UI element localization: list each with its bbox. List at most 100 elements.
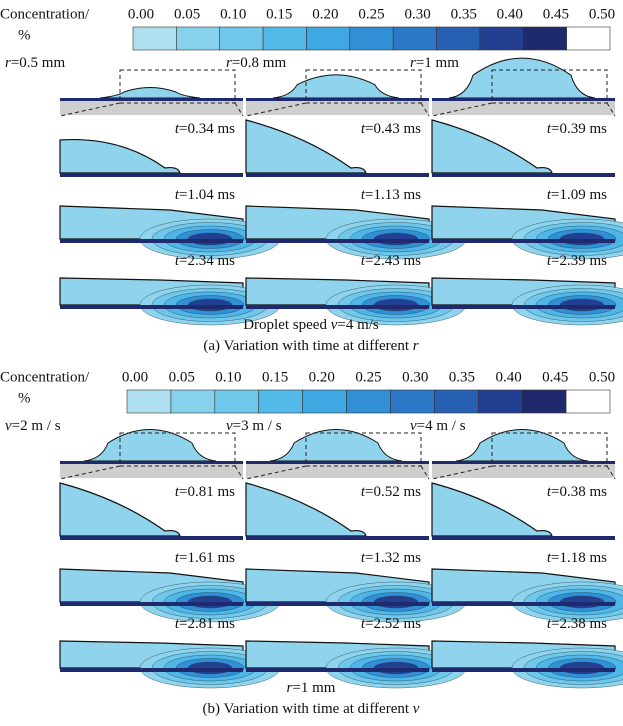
text-part: =1.32 ms (365, 550, 421, 566)
text-part: t (547, 484, 552, 500)
wall (246, 668, 429, 672)
zoom-line (245, 102, 307, 117)
text-part: =0.38 ms (551, 484, 607, 500)
text-part: t (175, 187, 180, 203)
colorbar-segment (170, 389, 216, 414)
colorbar-segment (521, 389, 567, 414)
zoom-box (491, 69, 608, 104)
colorbar-unit: % (18, 390, 31, 406)
text-part: =1.18 ms (551, 550, 607, 566)
colorbar-segment (390, 389, 435, 414)
time-label: t=1.18 ms (547, 550, 607, 566)
zoom-box (305, 69, 422, 104)
substrate (60, 101, 243, 115)
time-label: t=0.39 ms (547, 121, 607, 137)
time-label: t=2.34 ms (175, 253, 235, 269)
text-part: =2.52 ms (365, 616, 421, 632)
substrate (432, 101, 615, 115)
colorbar-tick: 0.45 (542, 369, 568, 385)
liquid (245, 482, 367, 537)
text-part: =1 mm (416, 55, 459, 71)
colorbar-tick: 0.25 (355, 369, 381, 385)
time-label: t=0.43 ms (361, 121, 421, 137)
colorbar-tick: 0.50 (589, 6, 615, 22)
text-part: =0.81 ms (179, 484, 235, 500)
time-label: t=0.52 ms (361, 484, 421, 500)
colorbar-segment (306, 26, 351, 51)
colorbar-tick: 0.40 (495, 369, 521, 385)
wall (432, 461, 615, 464)
column-label: v=4 m / s (410, 418, 466, 434)
column-label: v=2 m / s (5, 418, 61, 434)
condition: r=1 mm (287, 680, 336, 696)
text-part: t (547, 616, 552, 632)
wall (246, 536, 429, 540)
text-part: r (410, 55, 416, 71)
text-part: v (5, 418, 12, 434)
colorbar-tick: 0.30 (402, 369, 428, 385)
text-part: =1.04 ms (179, 187, 235, 203)
text-part: r (413, 338, 419, 354)
colorbar-tick: 0.45 (543, 6, 569, 22)
time-label: t=1.61 ms (175, 550, 235, 566)
droplet (455, 429, 589, 462)
colorbar-tick: 0.15 (262, 369, 288, 385)
time-label: t=0.38 ms (547, 484, 607, 500)
wall (246, 602, 429, 606)
wall (60, 173, 243, 177)
wall (60, 668, 243, 672)
colorbar-label: Concentration/ (0, 6, 90, 22)
column-label: r=0.5 mm (5, 55, 65, 71)
colorbar-tick: 0.20 (309, 369, 335, 385)
colorbar-tick: 0.00 (128, 6, 154, 22)
text-part: =0.5 mm (11, 55, 66, 71)
text-part: t (547, 121, 552, 137)
zoom-line (245, 465, 307, 480)
text-part: =3 m / s (233, 418, 282, 434)
text-part: r (5, 55, 11, 71)
colorbar-segment (214, 389, 260, 414)
colorbar-tick: 0.05 (174, 6, 200, 22)
time-label: t=2.38 ms (547, 616, 607, 632)
zoom-line (234, 102, 244, 117)
colorbar-tick: 0.00 (122, 369, 148, 385)
colorbar-segment (434, 389, 479, 414)
text-part: r (226, 55, 232, 71)
wall (60, 461, 243, 464)
colorbar-segment (522, 26, 567, 51)
caption: (a) Variation with time at different r (203, 338, 418, 354)
text-part: =2.43 ms (365, 253, 421, 269)
wall (432, 239, 615, 243)
text-part: =2.81 ms (179, 616, 235, 632)
text-part: =2.38 ms (551, 616, 607, 632)
liquid (431, 482, 553, 537)
text-part: t (361, 121, 366, 137)
droplet (83, 429, 217, 462)
colorbar-segment (258, 389, 303, 414)
colorbar-tick: 0.10 (220, 6, 246, 22)
wall (246, 173, 429, 177)
liquid (431, 119, 553, 174)
time-label: t=2.39 ms (547, 253, 607, 269)
text-part: =1.13 ms (365, 187, 421, 203)
text-part: v (413, 701, 420, 717)
text-part: v (226, 418, 233, 434)
text-part: t (175, 550, 180, 566)
text-part: t (361, 253, 366, 269)
zoom-box (119, 69, 236, 104)
wall (246, 461, 429, 464)
column-label: v=3 m / s (226, 418, 282, 434)
text-part: =0.8 mm (232, 55, 287, 71)
wall (246, 98, 429, 101)
colorbar-segment (566, 26, 611, 51)
zoom-line (59, 465, 121, 480)
colorbar-tick: 0.30 (404, 6, 430, 22)
colorbar-segment (479, 26, 524, 51)
zoom-line (606, 465, 616, 480)
time-label: t=2.43 ms (361, 253, 421, 269)
time-label: t=1.32 ms (361, 550, 421, 566)
zoom-line (431, 102, 493, 117)
colorbar-tick: 0.10 (215, 369, 241, 385)
colorbar-segment (346, 389, 391, 414)
